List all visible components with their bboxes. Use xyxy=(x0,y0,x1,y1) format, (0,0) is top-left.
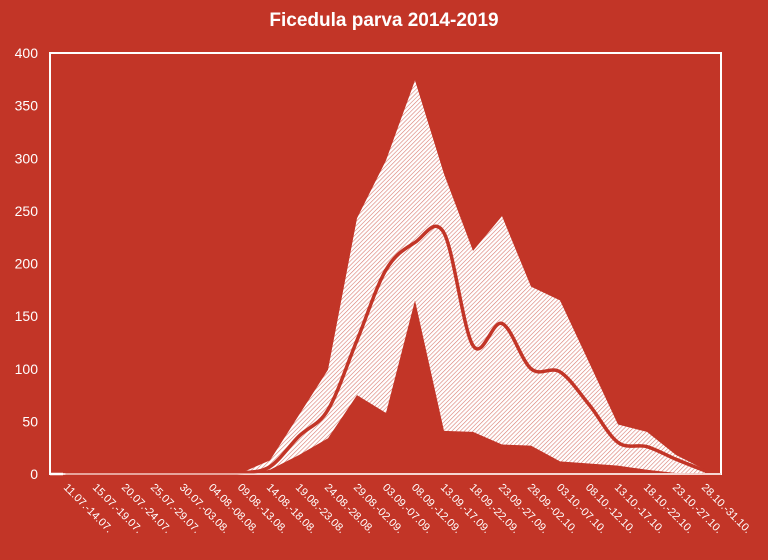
y-tick-label: 400 xyxy=(15,45,39,61)
x-tick-label: 28.10.-31.10. xyxy=(699,482,753,536)
chart-title: Ficedula parva 2014-2019 xyxy=(269,10,499,31)
y-tick-label: 150 xyxy=(15,308,39,324)
y-tick-label: 100 xyxy=(15,361,39,377)
y-tick-label: 200 xyxy=(15,256,39,272)
y-tick-label: 300 xyxy=(15,150,39,166)
y-tick-label: 50 xyxy=(22,413,38,429)
x-axis: 11.07.-14.07.15.07.-19.07.20.07.-24.07.2… xyxy=(61,482,753,536)
y-tick-label: 0 xyxy=(30,466,38,482)
y-tick-label: 350 xyxy=(15,98,39,114)
y-axis: 0 50 100 150 200 250 300 350 400 xyxy=(15,45,39,482)
min-max-band xyxy=(67,80,705,475)
y-tick-label: 250 xyxy=(15,203,39,219)
